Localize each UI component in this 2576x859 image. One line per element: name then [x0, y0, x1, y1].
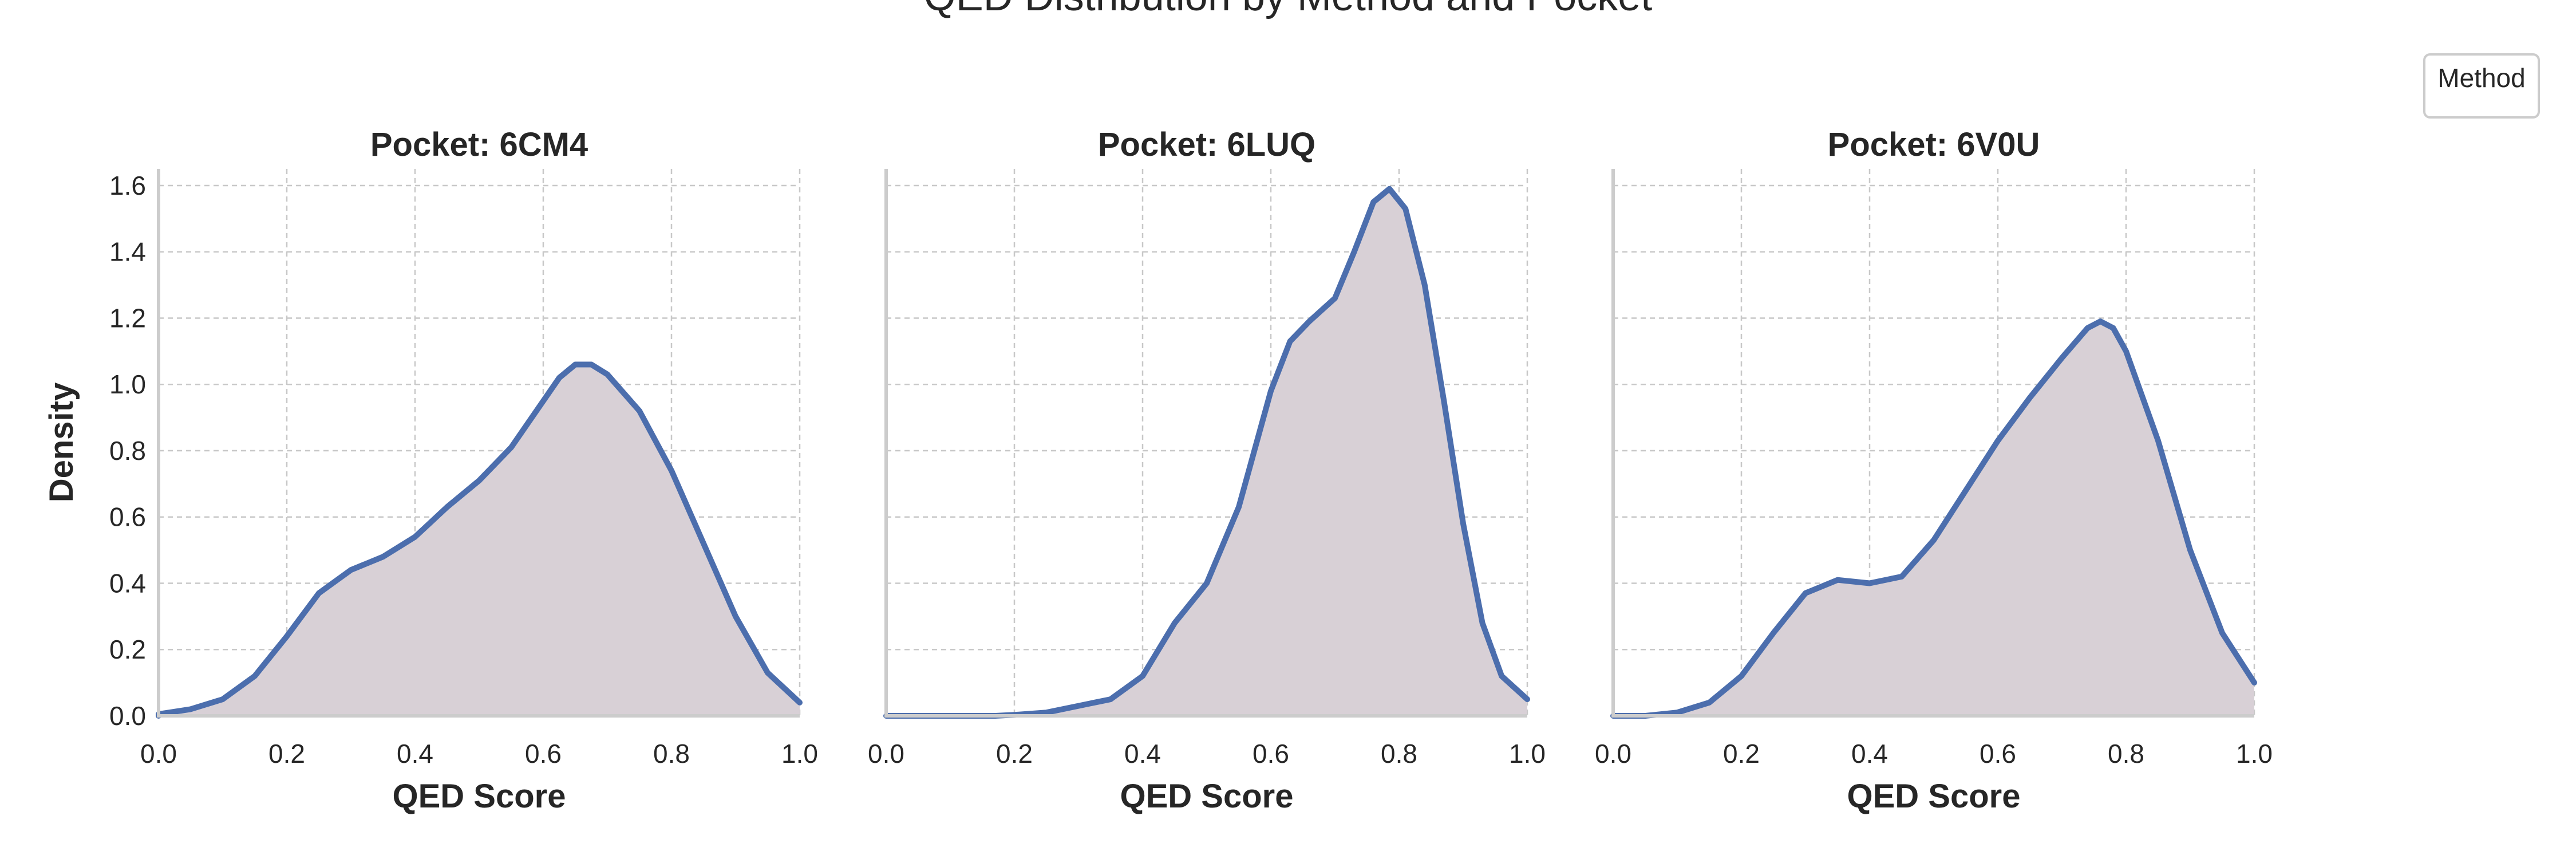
- x-tick-label: 0.6: [525, 739, 562, 769]
- y-tick-label: 1.6: [109, 171, 146, 200]
- density-area: [159, 364, 800, 716]
- x-tick-label: 0.2: [268, 739, 305, 769]
- panel-title: Pocket: 6LUQ: [1098, 126, 1315, 163]
- x-tick-label: 0.6: [1253, 739, 1289, 769]
- x-tick-label: 1.0: [2236, 739, 2273, 769]
- legend-box: [2423, 53, 2540, 119]
- y-tick-label: 0.0: [109, 701, 146, 731]
- panel-title: Pocket: 6V0U: [1828, 126, 2040, 163]
- x-tick-label: 0.4: [397, 739, 433, 769]
- panel-3: 0.0 0.2 0.4 0.6 0.8 1.0 Pocket: 6V0U QED Score: [1595, 126, 2273, 815]
- x-tick-label: 0.2: [996, 739, 1033, 769]
- x-tick-label: 0.4: [1124, 739, 1161, 769]
- x-axis-label: QED Score: [393, 778, 566, 815]
- y-tick-label: 1.2: [109, 303, 146, 333]
- y-tick-label: 0.8: [109, 436, 146, 466]
- y-tick-label: 0.4: [109, 568, 146, 598]
- y-tick-label: 1.0: [109, 369, 146, 399]
- x-tick-label: 0.2: [1723, 739, 1760, 769]
- panels: 0.0 0.2 0.4 0.6 0.8 1.0 0.0 0.2 0.4 0.6 0.8 1.0 1.2 1…: [43, 126, 2273, 815]
- x-tick-label: 0.8: [2108, 739, 2144, 769]
- x-axis-label: QED Score: [1120, 778, 1294, 815]
- panel-title: Pocket: 6CM4: [370, 126, 588, 163]
- x-tick-label: 0.6: [1980, 739, 2016, 769]
- y-tick-label: 0.6: [109, 502, 146, 532]
- density-line: [1610, 318, 2257, 719]
- legend-title: Method: [2437, 63, 2525, 93]
- y-axis-label: Density: [43, 383, 80, 503]
- x-tick-label: 0.0: [1595, 739, 1631, 769]
- x-tick-label: 1.0: [1509, 739, 1546, 769]
- x-tick-label: 0.0: [140, 739, 177, 769]
- x-tick-label: 0.4: [1851, 739, 1888, 769]
- x-tick-label: 0.8: [1381, 739, 1417, 769]
- density-area: [995, 188, 1527, 716]
- legend: Method: [2423, 53, 2540, 119]
- panel-1: 0.0 0.2 0.4 0.6 0.8 1.0 0.0 0.2 0.4 0.6 0.8 1.0 1.2 1…: [43, 126, 818, 815]
- density-line: [156, 361, 803, 719]
- density-line: [883, 186, 1530, 719]
- panel-2: 0.0 0.2 0.4 0.6 0.8 1.0 Pocket: 6LUQ QED Score: [868, 126, 1546, 815]
- x-tick-label: 0.0: [868, 739, 904, 769]
- y-tick-label: 1.4: [109, 237, 146, 267]
- y-tick-label: 0.2: [109, 635, 146, 664]
- figure-title: QED Distribution by Method and Pocket: [924, 0, 1653, 19]
- x-axis-label: QED Score: [1847, 778, 2021, 815]
- x-tick-label: 0.8: [653, 739, 690, 769]
- x-tick-label: 1.0: [781, 739, 818, 769]
